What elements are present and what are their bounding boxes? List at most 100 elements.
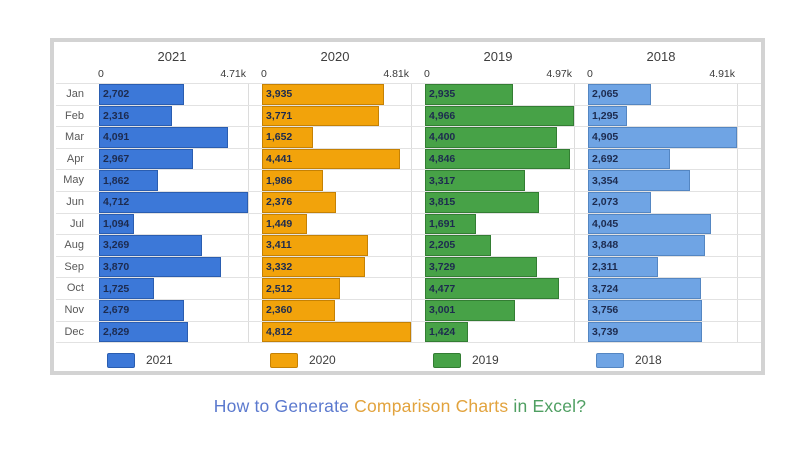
bar-2020-Jun [262,191,336,213]
bar-2018-May [588,170,690,191]
bar-2018-Jan [588,84,651,105]
caption-part-blue: How to Generate [213,396,355,416]
bar-2018-Aug [588,235,705,256]
bar-2021-May [99,170,158,191]
bar-cell-2020-Apr: 4,441 [262,148,412,170]
bar-value-label: 3,848 [592,239,619,252]
axis-labels-row: 0 4.71k 0 4.81k 0 4.97k 0 4.91k [56,68,761,83]
bar-value-label: 2,935 [429,88,456,101]
bar-cell-2020-Jan: 3,935 [262,84,412,105]
month-label: Aug [64,239,84,252]
bar-2021-Oct [99,278,154,299]
bar-value-label: 4,477 [429,282,456,295]
legend: 2021 2020 2019 2018 [56,351,761,369]
bar-2020-Nov [262,299,336,321]
month-label: Sep [64,260,84,273]
month-label: Jun [66,195,84,208]
bar-value-label: 1,094 [103,217,130,230]
bar-value-label: 3,756 [592,304,619,317]
bar-value-label: 2,967 [103,153,130,166]
spacer [56,47,84,68]
bar-cell-2018-Jun: 2,073 [588,191,738,213]
bar-2021-Dec [99,321,189,343]
bar-value-label: 2,829 [103,325,130,338]
bar-cell-2018-Jan: 2,065 [588,84,738,105]
bar-value-label: 2,692 [592,153,619,166]
bar-cell-2019-Nov: 3,001 [425,299,575,321]
bar-2019-Dec [425,321,468,343]
comparison-chart: 2021 2020 2019 2018 0 4.71k 0 4.81k 0 4.97k 0 4.91k… [54,42,761,369]
bar-2019-Oct [425,278,560,299]
legend-swatch-2020 [270,352,298,368]
bar-2018-Apr [588,148,670,170]
bar-cell-2021-Mar: 4,091 [99,127,249,148]
bar-cell-2020-Jul: 1,449 [262,213,412,235]
bar-2019-Mar [425,127,558,148]
bar-cell-2020-Sep: 3,332 [262,256,412,278]
month-label: May [63,174,84,187]
bar-cell-2018-Dec: 3,739 [588,321,738,343]
bar-value-label: 3,354 [592,174,619,187]
spacer [56,68,84,83]
legend-label: 2018 [635,353,662,368]
bar-value-label: 3,724 [592,282,619,295]
legend-label: 2019 [472,353,499,368]
bar-cell-2021-Nov: 2,679 [99,299,249,321]
bar-value-label: 3,411 [266,239,292,252]
chart-frame: 2021 2020 2019 2018 0 4.71k 0 4.81k 0 4.97k 0 4.91k… [50,38,765,375]
bar-value-label: 1,862 [103,174,130,187]
bar-value-label: 3,739 [592,325,619,338]
bar-value-label: 2,702 [103,88,130,101]
bar-cell-2018-Oct: 3,724 [588,278,738,299]
table-row-Aug: Aug 3,269 3,411 2,205 3,848 [56,235,761,257]
bar-2021-Nov [99,299,184,321]
bar-cell-2021-Apr: 2,967 [99,148,249,170]
axis-2019: 0 4.97k [423,68,573,83]
axis-2020: 0 4.81k [260,68,410,83]
bar-cell-2020-Oct: 2,512 [262,278,412,299]
bar-cell-2020-Dec: 4,812 [262,321,412,343]
bar-value-label: 2,073 [592,196,619,209]
axis-min-label: 0 [261,68,267,80]
bar-value-label: 3,001 [429,304,456,317]
bar-cell-2019-Aug: 2,205 [425,235,575,256]
bar-cell-2019-Sep: 3,729 [425,256,575,278]
bar-cell-2019-Jan: 2,935 [425,84,575,105]
bar-2021-Jul [99,213,134,235]
bar-2019-May [425,170,525,191]
bar-value-label: 3,269 [103,239,130,252]
bar-2020-Oct [262,278,340,299]
bar-value-label: 4,846 [429,153,456,166]
legend-item-2019: 2019 [423,352,573,368]
legend-item-2018: 2018 [586,352,736,368]
table-row-Jun: Jun 4,712 2,376 3,815 2,073 [56,191,761,214]
bar-cell-2019-Dec: 1,424 [425,321,575,343]
bar-value-label: 1,295 [592,109,619,122]
bar-2020-May [262,170,324,191]
month-label: Jul [69,217,84,230]
bar-cell-2019-Oct: 4,477 [425,278,575,299]
axis-min-label: 0 [424,68,430,80]
bar-cell-2018-Jul: 4,045 [588,213,738,235]
bar-value-label: 1,652 [266,131,293,144]
bar-cell-2018-May: 3,354 [588,170,738,191]
bar-value-label: 4,045 [592,217,619,230]
bar-2020-Feb [262,105,379,127]
bar-value-label: 2,205 [429,239,456,252]
bar-2021-Jan [99,84,185,105]
bar-cell-2019-Jul: 1,691 [425,213,575,235]
bar-2019-Sep [425,256,537,278]
bar-2019-Jul [425,213,476,235]
legend-label: 2020 [309,353,336,368]
bar-cell-2019-Mar: 4,400 [425,127,575,148]
bar-value-label: 1,424 [429,325,456,338]
bar-cell-2021-Aug: 3,269 [99,235,249,256]
bar-cell-2021-Feb: 2,316 [99,105,249,127]
month-label: Dec [64,325,84,338]
bar-value-label: 1,691 [429,217,456,230]
bar-cell-2021-Dec: 2,829 [99,321,249,343]
month-label: Jan [66,88,84,100]
bar-cell-2018-Feb: 1,295 [588,105,738,127]
table-row-Jan: Jan 2,702 3,935 2,935 2,065 [56,84,761,106]
bar-cell-2020-Nov: 2,360 [262,299,412,321]
